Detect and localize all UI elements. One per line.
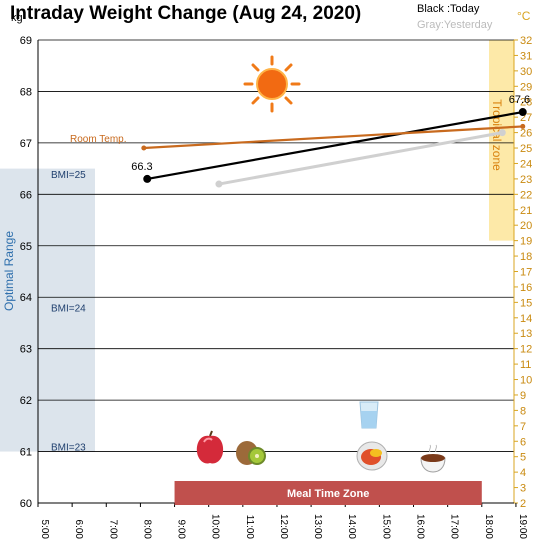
room-temp-label: Room Temp. (70, 134, 127, 145)
y-left-tick-label: 66 (20, 189, 32, 201)
y-right-tick-label: 14 (520, 313, 532, 325)
y-left-tick-label: 69 (20, 35, 32, 47)
y-right-tick-label: 25 (520, 143, 532, 155)
series-layer: 66.3 67.6 (131, 94, 530, 188)
y-right-tick-label: 22 (520, 189, 532, 201)
x-tick-label: 11:00 (244, 515, 255, 539)
y-left-tick-label: 63 (20, 344, 32, 356)
y-left-tick-label: 65 (20, 241, 32, 253)
y-right-tick-label: 30 (520, 66, 532, 78)
grid-lines (38, 39, 514, 452)
bmi-labels: BMI=25 BMI=24 BMI=23 (51, 170, 86, 454)
axes (37, 40, 515, 504)
meal-time-zone-band (174, 481, 482, 505)
y-right-tick-label: 10 (520, 375, 532, 387)
x-tick-label: 14:00 (346, 514, 357, 539)
y-right-tick-label: 16 (520, 282, 532, 294)
x-ticks: 5:00 6:00 7:00 8:00 9:00 10:00 11:00 12:00 13:00… (37, 503, 528, 539)
y-right-tick-label: 11 (520, 359, 531, 371)
y-right-tick-label: 24 (520, 158, 532, 170)
data-label-today: 67.6 (509, 94, 530, 106)
y-right-tick-label: 17 (520, 267, 532, 279)
apple-icon (196, 430, 224, 464)
y-right-tick-label: 28 (520, 97, 532, 109)
series-line-yesterday (218, 131, 503, 186)
optimal-range-label: Optimal Range (2, 231, 16, 311)
y-left-ticks: 60 61 62 63 64 65 66 67 68 69 (20, 35, 32, 510)
bmi-label: BMI=25 (51, 170, 86, 181)
data-label-today: 66.3 (131, 161, 152, 173)
soup-bowl-icon (420, 444, 446, 473)
series-line-today (147, 110, 523, 180)
y-left-unit: kg (11, 12, 23, 24)
y-right-tick-label: 19 (520, 236, 532, 248)
legend-yesterday: Gray:Yesterday (417, 19, 493, 31)
x-tick-label: 6:00 (73, 520, 84, 539)
x-tick-label: 17:00 (449, 514, 460, 539)
y-right-tick-label: 26 (520, 128, 532, 140)
y-left-tick-label: 60 (20, 498, 32, 510)
y-left-tick-label: 64 (20, 292, 32, 304)
data-point-today (143, 174, 152, 183)
y-left-tick-label: 61 (20, 447, 32, 459)
y-right-tick-label: 20 (520, 220, 532, 232)
optimal-range-band (0, 168, 95, 452)
y-right-tick-label: 6 (520, 436, 526, 448)
y-right-tick-label: 2 (520, 498, 526, 510)
y-right-tick-label: 21 (520, 205, 532, 217)
y-right-tick-label: 5 (520, 452, 526, 464)
y-right-tick-label: 13 (520, 328, 532, 340)
x-tick-label: 7:00 (107, 520, 118, 539)
y-right-tick-label: 4 (520, 467, 526, 479)
bmi-label: BMI=23 (51, 442, 86, 453)
legend-today: Black :Today (417, 3, 480, 15)
x-tick-label: 8:00 (141, 520, 152, 539)
y-right-ticks: 2345678910111213141516171819202122232425… (514, 35, 532, 510)
data-point-yesterday (215, 180, 223, 188)
y-right-tick-label: 3 (520, 483, 526, 495)
x-tick-label: 12:00 (278, 514, 289, 539)
meal-plate-icon (356, 441, 388, 471)
chart-title: Intraday Weight Change (Aug 24, 2020) (10, 3, 361, 24)
y-left-tick-label: 62 (20, 395, 32, 407)
sun-icon (243, 55, 301, 113)
x-tick-label: 15:00 (380, 514, 391, 539)
x-tick-label: 9:00 (176, 520, 187, 539)
y-right-tick-label: 23 (520, 174, 532, 186)
water-glass-icon (359, 401, 379, 429)
x-tick-label: 19:00 (517, 514, 528, 539)
y-right-tick-label: 29 (520, 81, 532, 93)
y-right-tick-label: 8 (520, 405, 526, 417)
data-point-today (518, 108, 527, 117)
meal-time-zone-label: Meal Time Zone (287, 488, 369, 500)
y-right-tick-label: 31 (520, 50, 532, 62)
y-right-tick-label: 12 (520, 344, 532, 356)
x-tick-label: 18:00 (483, 514, 494, 539)
x-tick-label: 10:00 (210, 514, 221, 539)
data-point-room_temp (520, 123, 526, 129)
x-tick-label: 5:00 (39, 520, 50, 539)
y-right-unit: °C (517, 9, 531, 23)
x-tick-label: 13:00 (312, 514, 323, 539)
y-right-tick-label: 32 (520, 35, 532, 47)
data-point-yesterday (498, 129, 506, 137)
x-tick-label: 16:00 (415, 514, 426, 539)
bmi-label: BMI=24 (51, 304, 86, 315)
data-point-room_temp (141, 145, 147, 151)
y-left-tick-label: 67 (20, 138, 32, 150)
kiwi-icon (236, 441, 266, 465)
y-right-tick-label: 7 (520, 421, 526, 433)
tropical-zone-band (489, 40, 514, 241)
y-right-tick-label: 15 (520, 297, 532, 309)
y-left-tick-label: 68 (20, 86, 32, 98)
series-line-room_temp (143, 125, 523, 150)
y-right-tick-label: 9 (520, 390, 526, 402)
y-right-tick-label: 18 (520, 251, 532, 263)
